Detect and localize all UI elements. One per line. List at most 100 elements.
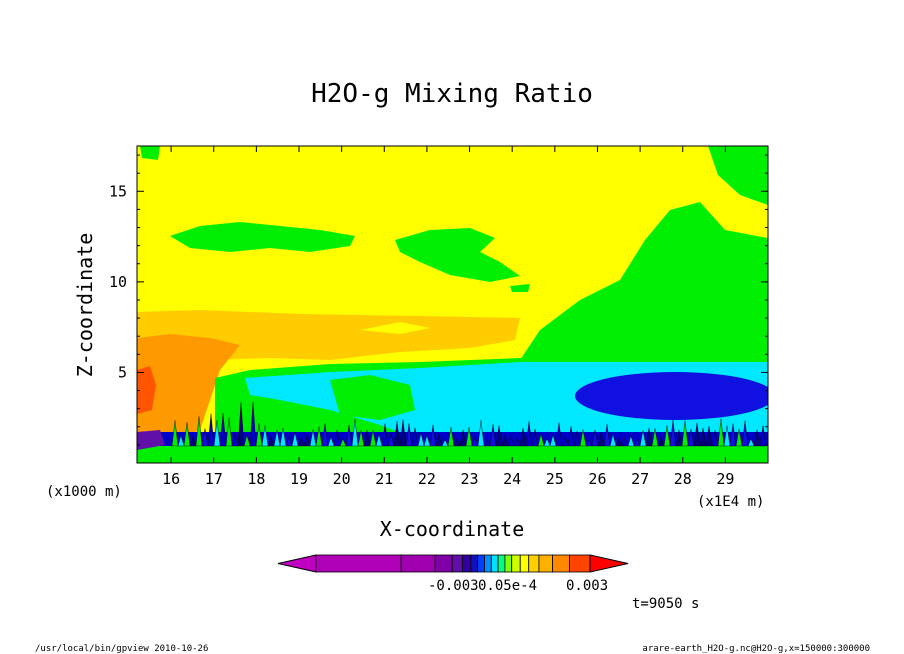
spike xyxy=(393,421,401,447)
spike xyxy=(369,430,377,447)
spike xyxy=(291,432,299,447)
spike xyxy=(339,438,347,447)
spike xyxy=(687,429,695,447)
x-tick-label: 17 xyxy=(205,470,223,488)
spike xyxy=(429,424,437,447)
colorbar-label-high: 0.003 xyxy=(566,578,608,594)
spike xyxy=(573,431,581,447)
spike xyxy=(681,420,689,447)
region-blue xyxy=(575,372,768,420)
spike xyxy=(309,429,317,447)
spike xyxy=(477,420,485,447)
spike xyxy=(663,425,671,447)
spike xyxy=(177,434,185,447)
spike xyxy=(645,428,653,447)
spike xyxy=(345,424,353,447)
colorbar-swatch xyxy=(511,554,521,573)
spike xyxy=(543,438,551,447)
spike xyxy=(675,429,683,447)
spike xyxy=(399,419,407,447)
colorbar-label-low: -0.003 xyxy=(428,578,479,594)
chart-title: H2O-g Mixing Ratio xyxy=(311,79,593,109)
plot-frame xyxy=(136,145,769,464)
region-orange xyxy=(137,334,240,442)
spike xyxy=(207,413,215,447)
spike xyxy=(723,425,731,447)
spike xyxy=(501,434,509,447)
cloud-band-1 xyxy=(170,222,355,252)
spike xyxy=(225,417,233,447)
spike xyxy=(255,423,263,447)
spike xyxy=(621,437,629,447)
spike xyxy=(273,430,281,447)
spike xyxy=(189,436,197,447)
spike xyxy=(699,427,707,447)
spike xyxy=(585,439,593,447)
spike xyxy=(507,435,515,447)
y-axis: 5 10 15 xyxy=(109,154,768,446)
spike xyxy=(243,434,251,447)
spike xyxy=(603,424,611,447)
spike xyxy=(411,427,419,447)
x-tick-label: 25 xyxy=(546,470,564,488)
time-label: t=9050 s xyxy=(632,596,699,612)
spike xyxy=(711,430,719,447)
region-green-patch xyxy=(330,375,415,420)
spike xyxy=(195,416,203,447)
spike xyxy=(441,439,449,447)
spike xyxy=(465,427,473,447)
x-tick-label: 26 xyxy=(588,470,606,488)
spike xyxy=(315,426,323,447)
y-tick-label: 15 xyxy=(109,182,127,200)
spike xyxy=(657,436,665,447)
region-yellow-notch xyxy=(360,322,430,334)
x-axis-unit: (x1E4 m) xyxy=(697,494,764,510)
x-axis-label: X-coordinate xyxy=(380,517,525,541)
spike xyxy=(375,434,383,447)
spike xyxy=(495,425,503,447)
spike xyxy=(531,429,539,447)
x-tick-label: 28 xyxy=(674,470,692,488)
x-tick-label: 24 xyxy=(503,470,521,488)
colorbar-swatch xyxy=(315,554,402,573)
spike xyxy=(321,423,329,447)
colorbar-swatch xyxy=(569,554,591,573)
spike xyxy=(447,427,455,447)
y-tick-label: 10 xyxy=(109,273,127,291)
spike xyxy=(459,429,467,447)
colorbar-arrow-high xyxy=(589,554,629,573)
colorbar-arrow-low xyxy=(277,554,317,573)
footer-right: arare-earth_H2O-g.nc@H2O-g,x=150000:3000… xyxy=(642,644,870,654)
spike xyxy=(525,421,533,447)
region-green-top-right xyxy=(708,146,768,205)
spike xyxy=(219,413,227,447)
spike xyxy=(591,430,599,447)
x-tick-label: 18 xyxy=(247,470,265,488)
colorbar-swatch xyxy=(477,554,485,573)
spike xyxy=(735,428,743,447)
spike xyxy=(183,422,191,447)
spike xyxy=(747,438,755,447)
spike xyxy=(363,430,371,447)
colorbar-swatch xyxy=(470,554,479,573)
footer-left: /usr/local/bin/gpview 2010-10-26 xyxy=(35,644,208,654)
colorbar-label-mid: 0.05e-4 xyxy=(478,578,537,594)
spike xyxy=(519,428,527,447)
spike xyxy=(213,420,221,447)
spike xyxy=(705,425,713,447)
colorbar xyxy=(277,554,629,573)
spike xyxy=(717,418,725,447)
spike xyxy=(597,432,605,447)
convective-spikes xyxy=(171,401,767,447)
spike xyxy=(231,432,239,447)
spike xyxy=(729,423,737,447)
spike xyxy=(297,437,305,447)
spike xyxy=(615,437,623,447)
spike xyxy=(387,434,395,447)
x-tick-label: 21 xyxy=(375,470,393,488)
spike xyxy=(237,402,245,447)
colorbar-swatch xyxy=(497,554,506,573)
spike xyxy=(327,436,335,447)
spike xyxy=(753,429,761,447)
x-tick-label: 19 xyxy=(290,470,308,488)
